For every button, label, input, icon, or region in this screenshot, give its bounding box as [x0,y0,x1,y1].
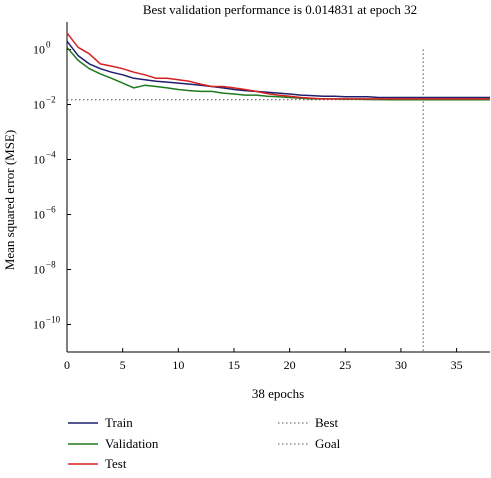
x-tick-label-25: 25 [339,358,351,372]
x-tick-label-5: 5 [120,358,126,372]
y-tick-exponent-2: −4 [46,150,56,160]
y-tick-exponent-4: −8 [46,260,56,270]
y-tick-label-3: 10 [33,208,45,222]
x-tick-label-10: 10 [172,358,184,372]
y-tick-label-1: 10 [33,98,45,112]
legend-label-best: Best [315,415,339,430]
legend-label-train: Train [105,415,133,430]
y-tick-exponent-3: −6 [46,205,56,215]
x-tick-label-20: 20 [284,358,296,372]
y-tick-exponent-0: 0 [46,40,51,50]
y-tick-label-4: 10 [33,263,45,277]
chart-title: Best validation performance is 0.014831 … [143,2,417,17]
legend-label-goal: Goal [315,436,341,451]
y-tick-label-5: 10 [33,318,45,332]
x-tick-label-0: 0 [64,358,70,372]
legend-label-validation: Validation [105,436,159,451]
legend: Train Validation Test Best Goal [68,415,341,471]
y-tick-exponent-1: −2 [46,95,56,105]
y-axis-label: Mean squared error (MSE) [2,130,17,270]
x-tick-label-30: 30 [395,358,407,372]
x-tick-label-35: 35 [451,358,463,372]
y-tick-label-2: 10 [33,153,45,167]
x-tick-label-15: 15 [228,358,240,372]
x-axis-label: 38 epochs [252,386,304,401]
series-line-test [66,32,490,100]
series-line-validation [66,46,490,101]
series-line-train [66,40,490,99]
legend-label-test: Test [105,456,127,471]
y-tick-label-0: 10 [33,43,45,57]
y-tick-exponent-5: −10 [46,315,61,325]
